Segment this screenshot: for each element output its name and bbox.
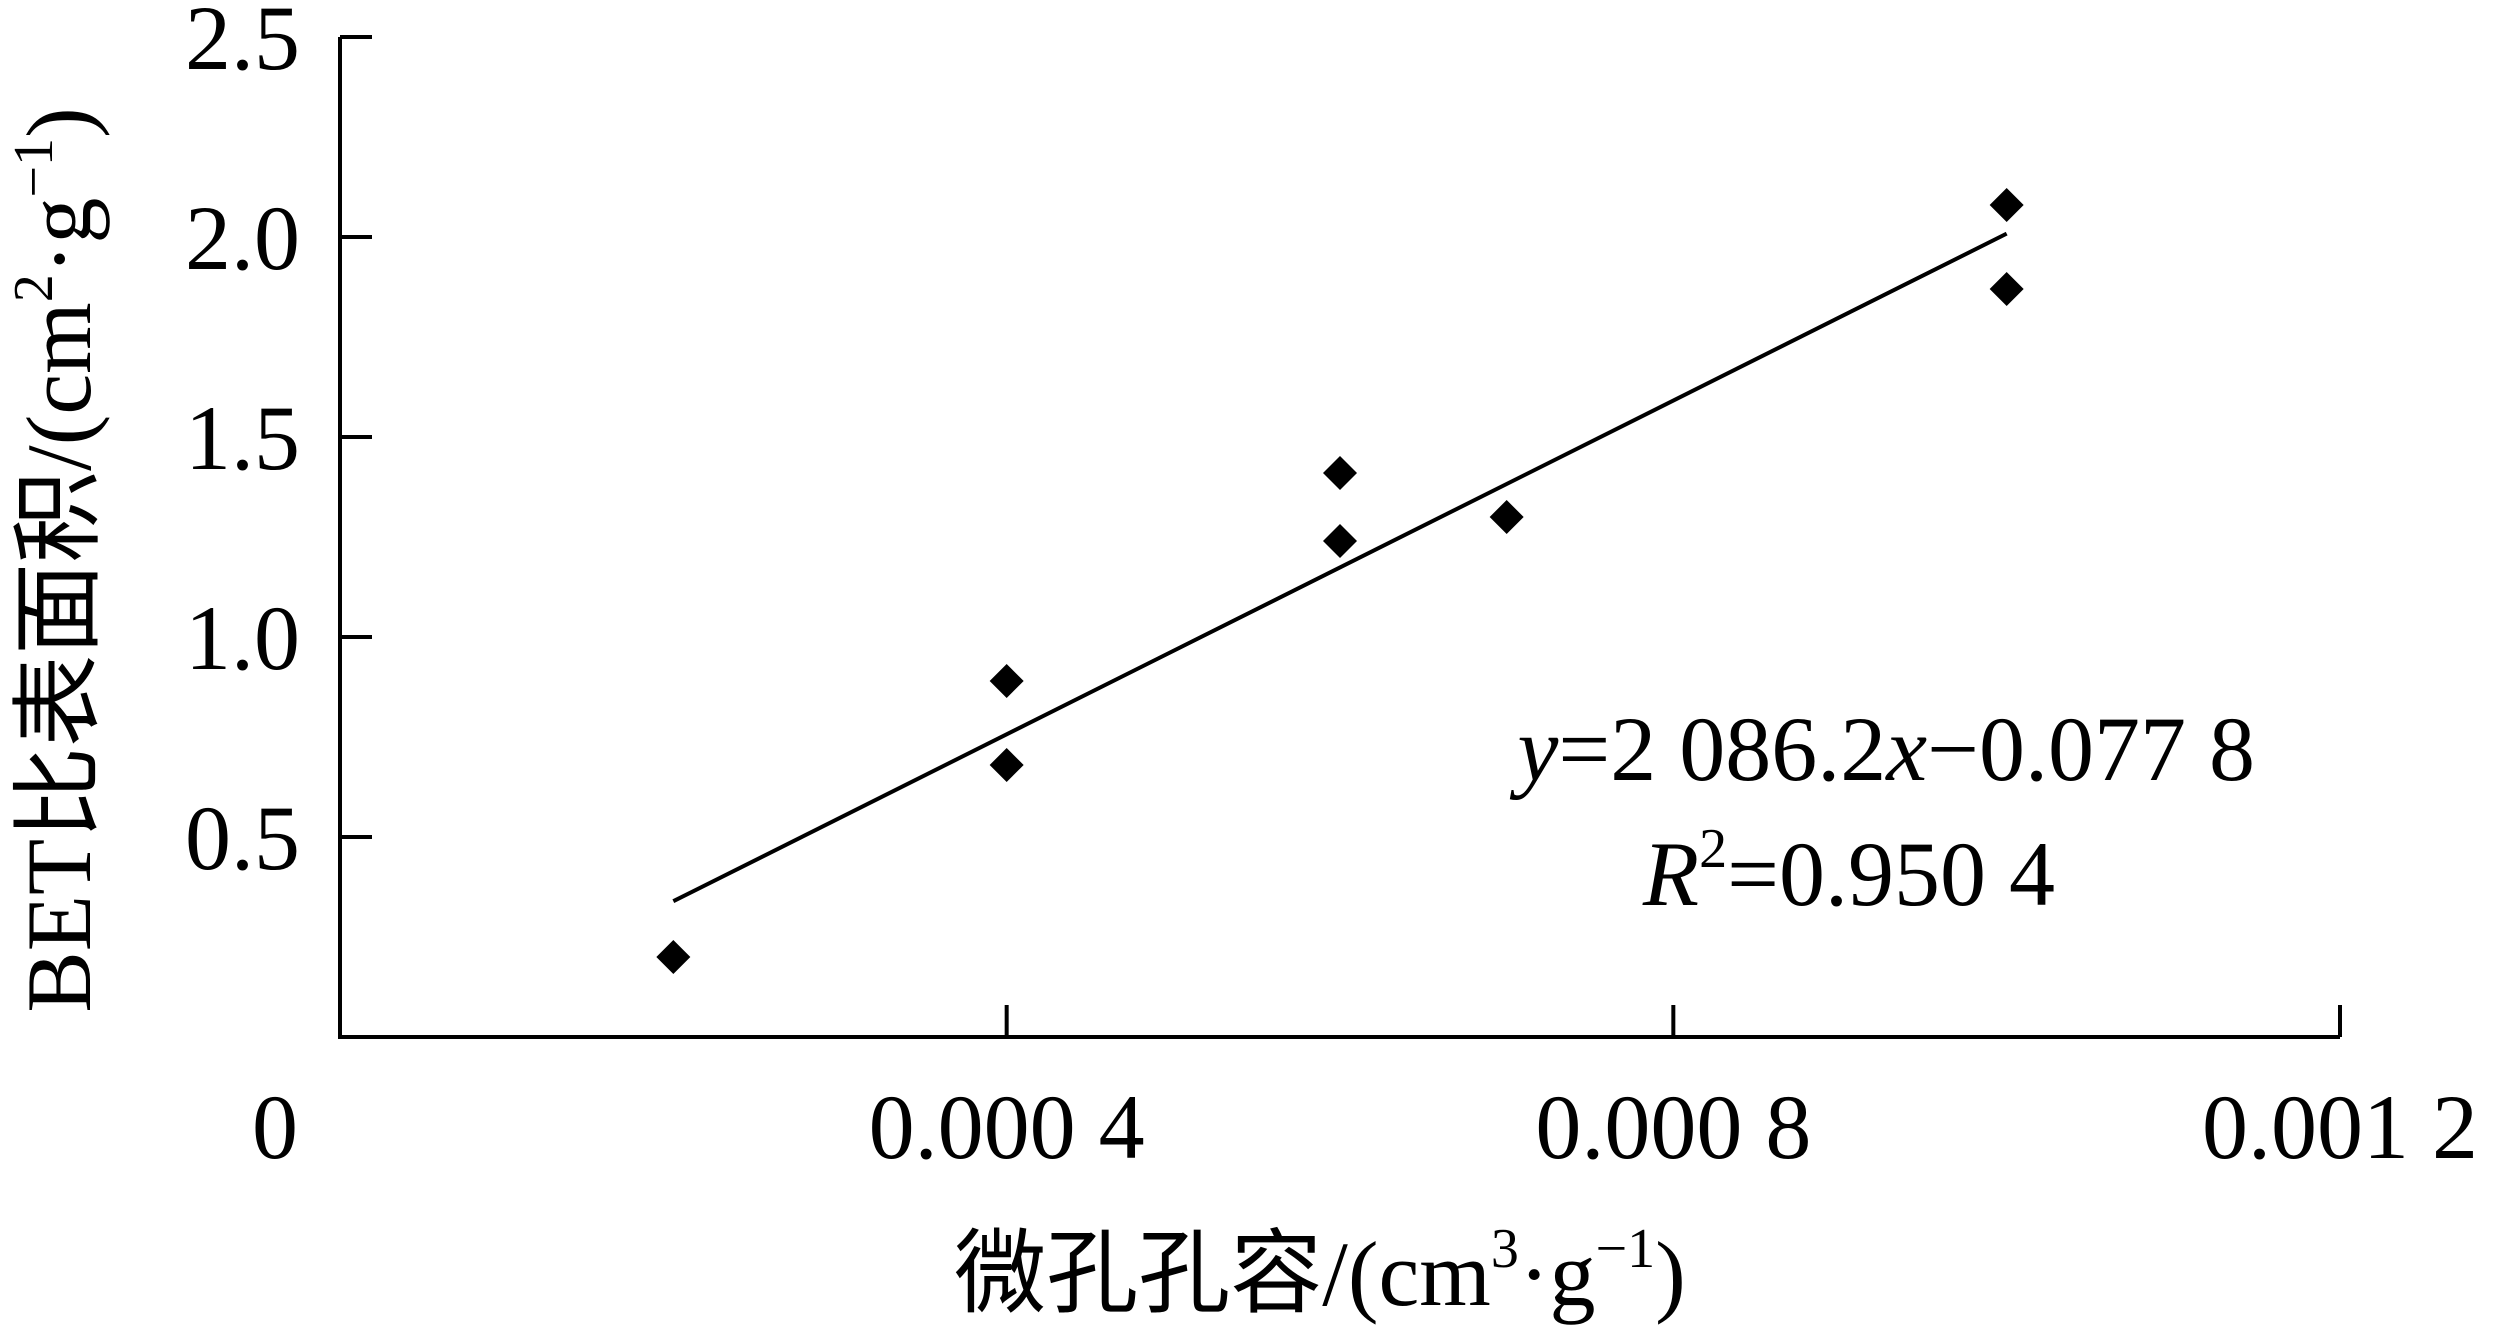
x-tick-label: 0	[252, 1076, 298, 1178]
y-tick-label: 1.5	[185, 387, 300, 489]
r-squared-label: R2=0.950 4	[1642, 818, 2055, 925]
equation-x-symbol: x	[1884, 698, 1927, 800]
data-point	[989, 664, 1024, 698]
y-tick-label: 2.5	[185, 0, 300, 89]
data-points	[656, 188, 2024, 974]
x-axis-label: 微孔孔容/(cm3·g−1)	[954, 1218, 1685, 1325]
r-symbol: R	[1642, 823, 1699, 925]
fit-line-layer	[672, 231, 2008, 904]
y-axis-ticks: 0.5 1.0 1.5 2.0 2.5	[185, 0, 372, 889]
equation-intercept: −0.077 8	[1927, 698, 2255, 800]
data-point	[1989, 188, 2024, 222]
equation-slope: =2 086.2	[1558, 698, 1886, 800]
y-axis-label: BET比表面积/(cm2·g−1)	[3, 107, 110, 1012]
r-squared-exponent: 2	[1699, 818, 1727, 880]
data-point	[1989, 272, 2024, 306]
fit-line	[672, 231, 2008, 904]
y-tick-label: 0.5	[185, 787, 300, 889]
x-tick-label: 0.001 2	[2202, 1076, 2478, 1178]
x-tick-label: 0.000 4	[869, 1076, 1145, 1178]
data-point	[989, 748, 1024, 782]
data-point	[656, 940, 691, 974]
x-axis-ticks: 0 0.000 4 0.000 8 0.001 2	[252, 1005, 2478, 1178]
regression-equation: y=2 086.2x−0.077 8	[1510, 698, 2255, 800]
data-point	[1489, 500, 1524, 534]
equation-y-symbol: y	[1510, 698, 1559, 800]
data-point	[1323, 524, 1357, 558]
x-tick-label: 0.000 8	[1535, 1076, 1811, 1178]
y-tick-label: 2.0	[185, 187, 300, 289]
r-squared-value: =0.950 4	[1727, 823, 2055, 925]
y-tick-label: 1.0	[185, 587, 300, 689]
data-point	[1323, 456, 1357, 490]
